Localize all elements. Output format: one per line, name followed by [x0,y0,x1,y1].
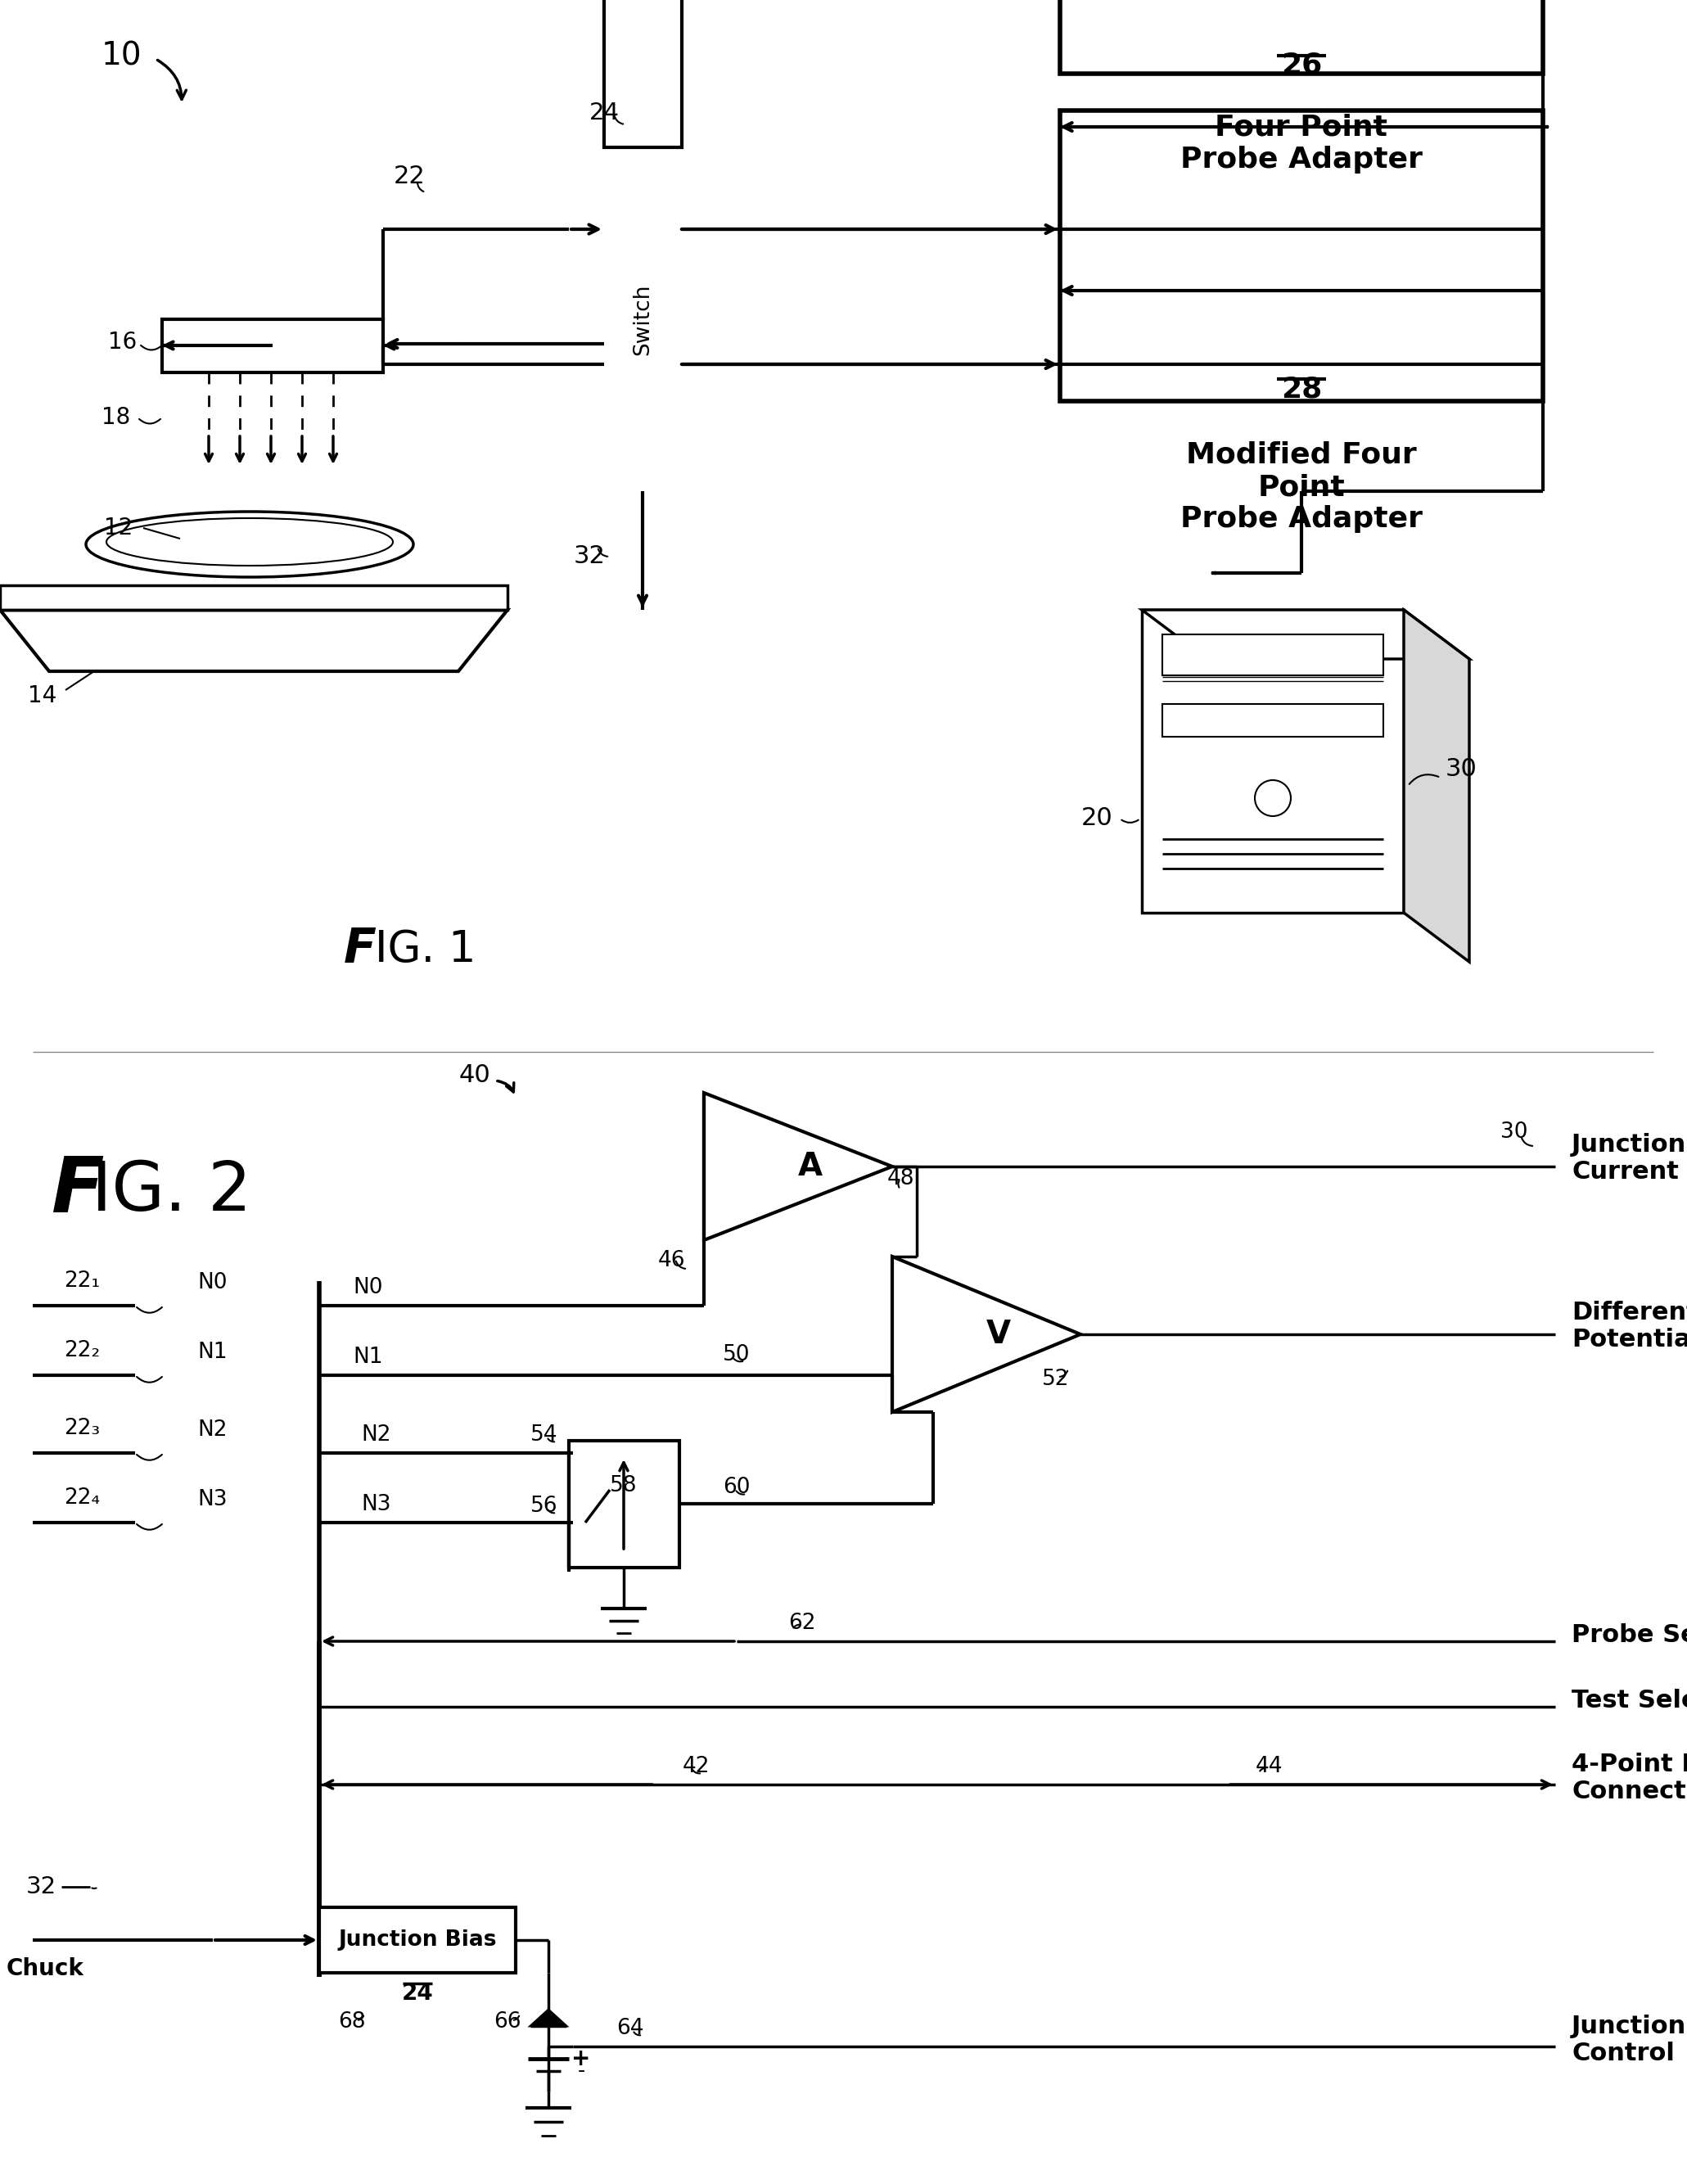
Text: 10: 10 [101,39,142,72]
Text: 12: 12 [105,518,133,539]
Text: 22₂: 22₂ [64,1341,100,1361]
Text: N0: N0 [197,1271,228,1293]
Text: Four Point
Probe Adapter: Four Point Probe Adapter [1181,114,1422,173]
Bar [1162,703,1383,736]
Text: 44: 44 [1255,1756,1282,1778]
Polygon shape [0,609,508,670]
Text: N3: N3 [361,1494,391,1516]
Text: 22₄: 22₄ [64,1487,100,1509]
Text: N3: N3 [197,1489,228,1511]
Text: N1: N1 [197,1341,228,1363]
Polygon shape [530,2009,567,2027]
Text: 20: 20 [1081,806,1113,830]
Text: Probe Select: Probe Select [1572,1623,1687,1647]
Text: 32: 32 [574,544,606,568]
Text: 22₃: 22₃ [64,1417,100,1439]
Text: Differential
Potential: Differential Potential [1572,1299,1687,1352]
Text: 64: 64 [616,2018,644,2040]
Polygon shape [0,585,508,609]
Text: Junction Bias: Junction Bias [339,1928,496,1950]
Text: Junction Bias
Control: Junction Bias Control [1572,2014,1687,2066]
Polygon shape [892,1256,1080,1413]
Text: N2: N2 [361,1424,391,1446]
Text: 42: 42 [682,1756,710,1778]
Text: Test Select: Test Select [1572,1688,1687,1712]
Bar [1059,111,1544,402]
Text: 58: 58 [611,1474,638,1496]
Text: 24: 24 [402,1981,434,2005]
Text: +: + [572,2046,590,2070]
Polygon shape [1142,609,1469,660]
Bar [604,0,682,146]
Text: Chuck: Chuck [7,1957,84,1981]
Text: 26: 26 [1280,52,1323,79]
Bar [1162,633,1383,675]
Text: 40: 40 [459,1064,491,1088]
Text: 56: 56 [531,1496,558,1518]
Text: F: F [344,926,376,972]
Text: IG. 1: IG. 1 [375,928,476,972]
Polygon shape [703,1092,892,1241]
Text: 22₁: 22₁ [64,1271,100,1291]
Text: 50: 50 [724,1343,751,1365]
Bar [1059,0,1544,74]
Text: 4-Point Probe
Connect: 4-Point Probe Connect [1572,1752,1687,1804]
Text: Junction
Current: Junction Current [1572,1133,1687,1184]
Text: V: V [987,1319,1011,1350]
Text: N2: N2 [197,1420,228,1441]
Text: 14: 14 [29,684,57,708]
Text: 24: 24 [589,100,619,124]
Text: 16: 16 [108,330,137,354]
Text: 18: 18 [101,406,130,428]
Text: 28: 28 [1280,376,1323,402]
Bar [319,1907,516,1972]
Polygon shape [1404,609,1469,961]
Bar [569,1441,680,1568]
Text: -: - [577,2062,585,2081]
Circle shape [1255,780,1291,817]
Text: 68: 68 [339,2011,366,2033]
Text: 52: 52 [1043,1369,1070,1389]
Text: 62: 62 [788,1612,817,1634]
Text: 22: 22 [393,164,425,188]
Text: IG. 2: IG. 2 [91,1158,251,1225]
Text: 54: 54 [531,1424,558,1446]
Bar [1142,609,1404,913]
Ellipse shape [86,511,413,577]
Text: N1: N1 [353,1348,383,1367]
Text: Switch: Switch [633,284,653,356]
Text: 30: 30 [1500,1120,1528,1142]
Text: N0: N0 [353,1278,383,1297]
Text: 66: 66 [494,2011,521,2033]
Text: 32: 32 [25,1876,56,1898]
Text: 48: 48 [887,1168,914,1190]
Bar [162,319,383,373]
Text: F: F [51,1153,103,1230]
Text: 60: 60 [724,1476,751,1498]
Text: 46: 46 [658,1249,685,1271]
Text: A: A [798,1151,823,1182]
Text: Modified Four
Point
Probe Adapter: Modified Four Point Probe Adapter [1181,441,1422,533]
Text: 30: 30 [1446,758,1478,782]
